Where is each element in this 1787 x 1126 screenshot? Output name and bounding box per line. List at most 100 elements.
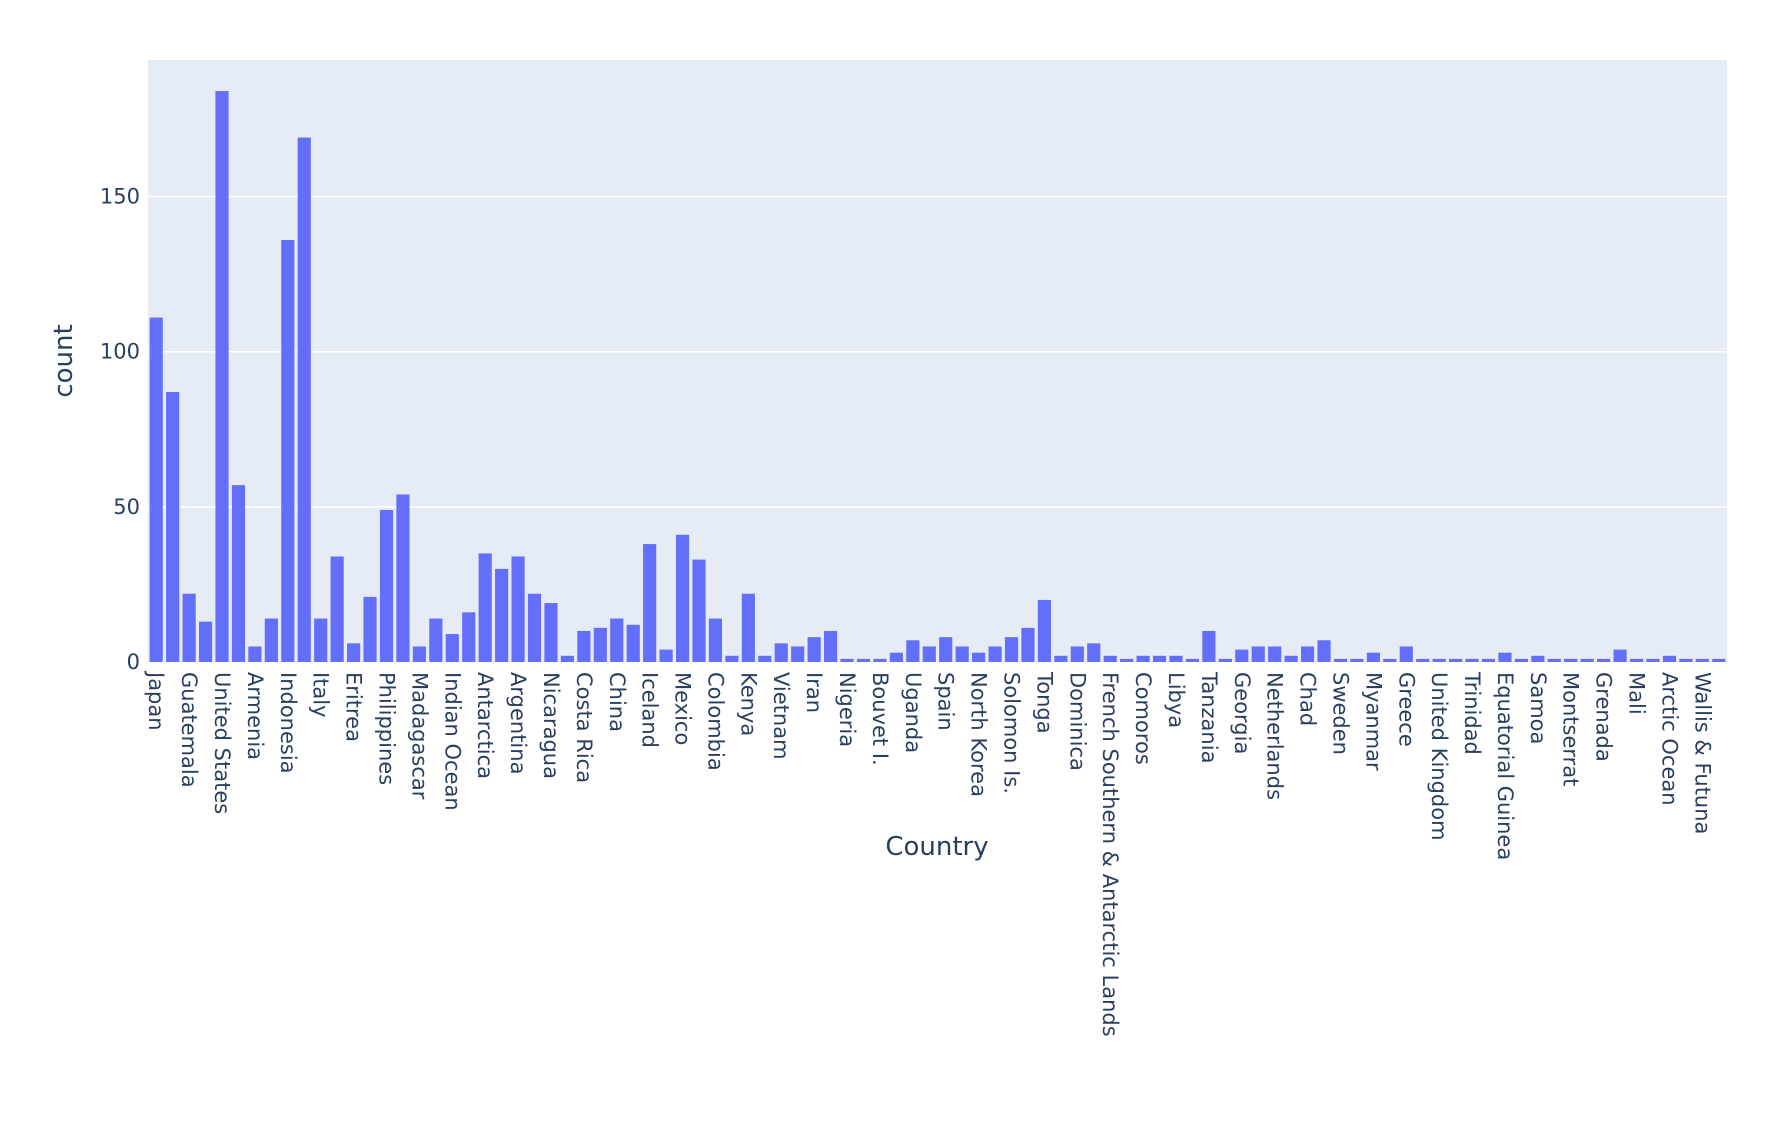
bar (462, 612, 476, 662)
x-tick-label: Trinidad (1460, 671, 1484, 755)
x-tick-label: Philippines (374, 672, 398, 785)
bar (1103, 655, 1117, 662)
y-axis-title: count (49, 324, 79, 397)
x-tick-label: French Southern & Antarctic Lands (1098, 672, 1122, 1037)
x-tick-label: Comoros (1131, 672, 1155, 765)
bar (1284, 655, 1298, 662)
bar (363, 596, 377, 662)
y-tick-label: 0 (127, 650, 140, 674)
bar (1498, 652, 1512, 662)
bar (1432, 658, 1446, 662)
bar (856, 658, 871, 662)
x-tick-label: Netherlands (1263, 672, 1287, 800)
bar (1531, 655, 1545, 662)
bar (626, 624, 640, 662)
x-tick-label: Japan (144, 670, 168, 731)
bar (1202, 630, 1216, 662)
plot-area (148, 60, 1727, 662)
bar (659, 649, 673, 662)
bar (1481, 658, 1496, 662)
x-tick-label: Indian Ocean (440, 672, 464, 811)
bar (1662, 655, 1677, 662)
x-axis-title: Country (885, 832, 988, 862)
x-axis-ticks: Japan Guatemala United States Armenia Indone… (144, 670, 1714, 1037)
bar (824, 630, 838, 662)
x-tick-label: Libya (1164, 672, 1188, 728)
x-tick-label: Greece (1394, 672, 1418, 747)
bar (149, 317, 163, 662)
bar (1120, 658, 1134, 662)
x-tick-label: Guatemala (177, 672, 201, 788)
bar (791, 646, 805, 662)
bar (1300, 646, 1315, 662)
y-tick-label: 150 (100, 185, 140, 209)
x-tick-label: China (605, 672, 629, 732)
bar (495, 568, 509, 662)
bar (758, 655, 772, 662)
bar (314, 618, 328, 662)
bar (379, 509, 394, 662)
bar (1235, 649, 1249, 662)
bar (297, 137, 311, 662)
x-tick-label: Solomon Is. (1000, 672, 1024, 794)
bar (1054, 655, 1068, 662)
bar (955, 646, 969, 662)
bar (1070, 646, 1084, 662)
x-tick-label: Kenya (736, 672, 760, 736)
bar (544, 603, 558, 662)
x-tick-label: Uganda (901, 672, 925, 753)
bar (330, 556, 344, 662)
x-tick-label: Equatorial Guinea (1493, 672, 1517, 860)
x-tick-label: Vietnam (769, 672, 793, 760)
x-tick-label: Chad (1296, 672, 1320, 726)
bar (577, 630, 591, 662)
bar (889, 652, 903, 662)
bar (692, 559, 706, 662)
x-tick-label: Grenada (1592, 672, 1616, 762)
x-tick-label: Samoa (1526, 672, 1550, 744)
x-tick-label: Iceland (638, 672, 662, 748)
bar (1350, 658, 1364, 662)
bar (445, 634, 459, 662)
bar (182, 593, 196, 662)
y-tick-label: 100 (100, 340, 140, 364)
bar (988, 646, 1002, 662)
bar (1136, 655, 1150, 662)
x-tick-label: Madagascar (407, 672, 431, 800)
bar (807, 637, 821, 662)
x-tick-label: Sweden (1328, 672, 1352, 755)
bar (1021, 627, 1035, 662)
bar (1712, 658, 1726, 662)
bar (1366, 652, 1380, 662)
bar (1317, 640, 1331, 662)
bar (1679, 658, 1693, 662)
x-tick-label: North Korea (967, 672, 991, 797)
bar (675, 534, 690, 662)
x-tick-label: Dominica (1065, 672, 1089, 771)
x-tick-label: Armenia (243, 672, 267, 760)
bar (643, 544, 657, 662)
bar (429, 618, 443, 662)
bar (1268, 646, 1282, 662)
bar (1580, 658, 1594, 662)
x-tick-label: Nigeria (835, 672, 859, 747)
x-tick-label: Italy (309, 672, 333, 718)
x-tick-label: Montserrat (1559, 672, 1583, 786)
bar (1547, 658, 1561, 662)
x-tick-label: Eritrea (342, 672, 366, 742)
bar (1152, 655, 1167, 662)
bar (906, 640, 920, 662)
x-tick-label: Tanzania (1197, 671, 1221, 763)
bar (972, 652, 986, 662)
x-tick-label: Wallis & Futuna (1690, 672, 1714, 834)
bar (1613, 649, 1627, 662)
bar (593, 627, 607, 662)
bar (1399, 646, 1413, 662)
gridlines (148, 195, 1727, 508)
bar (922, 646, 936, 662)
x-tick-label: Antarctica (473, 672, 497, 779)
bar (741, 593, 755, 662)
x-tick-label: United States (210, 672, 234, 814)
